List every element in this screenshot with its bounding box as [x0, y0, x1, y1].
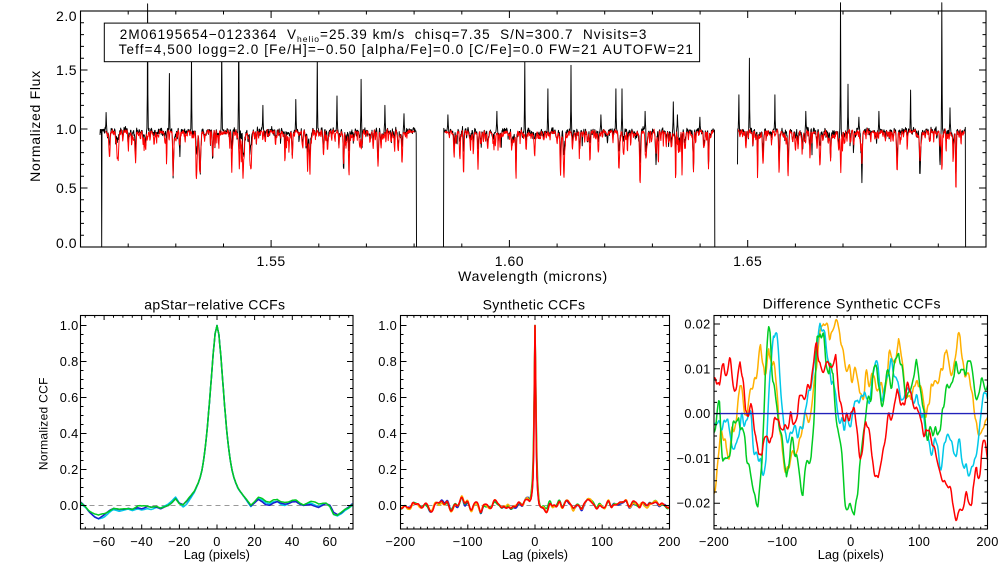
- svg-text:Wavelength (microns): Wavelength (microns): [458, 268, 608, 284]
- svg-text:1.0: 1.0: [60, 318, 79, 333]
- svg-text:−20: −20: [168, 534, 191, 549]
- svg-text:60: 60: [322, 534, 337, 549]
- svg-text:0.4: 0.4: [60, 426, 79, 441]
- svg-text:2.0: 2.0: [56, 8, 77, 24]
- svg-text:0.6: 0.6: [378, 390, 397, 405]
- svg-text:2M06195654−0123364 Vhelio=25.: 2M06195654−0123364 Vhelio=25.39 km/s chi…: [120, 27, 648, 44]
- svg-text:−40: −40: [130, 534, 153, 549]
- svg-text:Lag (pixels): Lag (pixels): [818, 547, 884, 562]
- svg-text:1.55: 1.55: [256, 253, 285, 269]
- svg-text:−200: −200: [699, 534, 729, 549]
- svg-text:Difference Synthetic CCFs: Difference Synthetic CCFs: [763, 296, 941, 312]
- svg-text:0: 0: [531, 534, 538, 549]
- svg-text:1.0: 1.0: [378, 318, 397, 333]
- svg-text:0.2: 0.2: [378, 462, 397, 477]
- svg-text:Normalized CCF: Normalized CCF: [37, 377, 51, 470]
- svg-text:Lag (pixels): Lag (pixels): [502, 547, 568, 562]
- svg-text:1.5: 1.5: [56, 62, 77, 78]
- svg-text:Lag (pixels): Lag (pixels): [184, 547, 250, 562]
- svg-text:apStar−relative CCFs: apStar−relative CCFs: [144, 296, 285, 312]
- svg-text:0.8: 0.8: [378, 354, 397, 369]
- svg-text:0.0: 0.0: [60, 498, 79, 513]
- svg-text:0: 0: [847, 534, 854, 549]
- svg-text:−100: −100: [453, 534, 483, 549]
- svg-text:0.5: 0.5: [56, 180, 77, 196]
- svg-text:−100: −100: [767, 534, 797, 549]
- svg-text:20: 20: [247, 534, 262, 549]
- svg-text:1.60: 1.60: [495, 253, 524, 269]
- svg-text:1.0: 1.0: [56, 121, 77, 137]
- svg-text:Teff=4,500 logg=2.0 [Fe/H]=−0.: Teff=4,500 logg=2.0 [Fe/H]=−0.50 [alpha/…: [119, 42, 694, 57]
- svg-text:−200: −200: [385, 534, 415, 549]
- svg-text:0.2: 0.2: [60, 462, 79, 477]
- svg-text:−0.01: −0.01: [677, 451, 711, 466]
- svg-text:0.0: 0.0: [378, 498, 397, 513]
- svg-text:0: 0: [213, 534, 220, 549]
- svg-text:200: 200: [658, 534, 680, 549]
- svg-text:200: 200: [976, 534, 998, 549]
- svg-text:0.01: 0.01: [684, 361, 710, 376]
- svg-text:0.8: 0.8: [60, 354, 79, 369]
- svg-text:0.00: 0.00: [684, 406, 710, 421]
- svg-text:Normalized Flux: Normalized Flux: [27, 70, 43, 182]
- svg-text:−0.02: −0.02: [677, 496, 711, 511]
- svg-text:1.65: 1.65: [733, 253, 762, 269]
- svg-text:40: 40: [285, 534, 300, 549]
- svg-text:−60: −60: [93, 534, 116, 549]
- svg-text:100: 100: [591, 534, 613, 549]
- svg-text:0.4: 0.4: [378, 426, 397, 441]
- svg-text:0.6: 0.6: [60, 390, 79, 405]
- svg-text:0.02: 0.02: [684, 317, 710, 332]
- svg-text:Synthetic CCFs: Synthetic CCFs: [483, 297, 586, 313]
- svg-text:100: 100: [908, 534, 930, 549]
- svg-text:0.0: 0.0: [56, 235, 77, 251]
